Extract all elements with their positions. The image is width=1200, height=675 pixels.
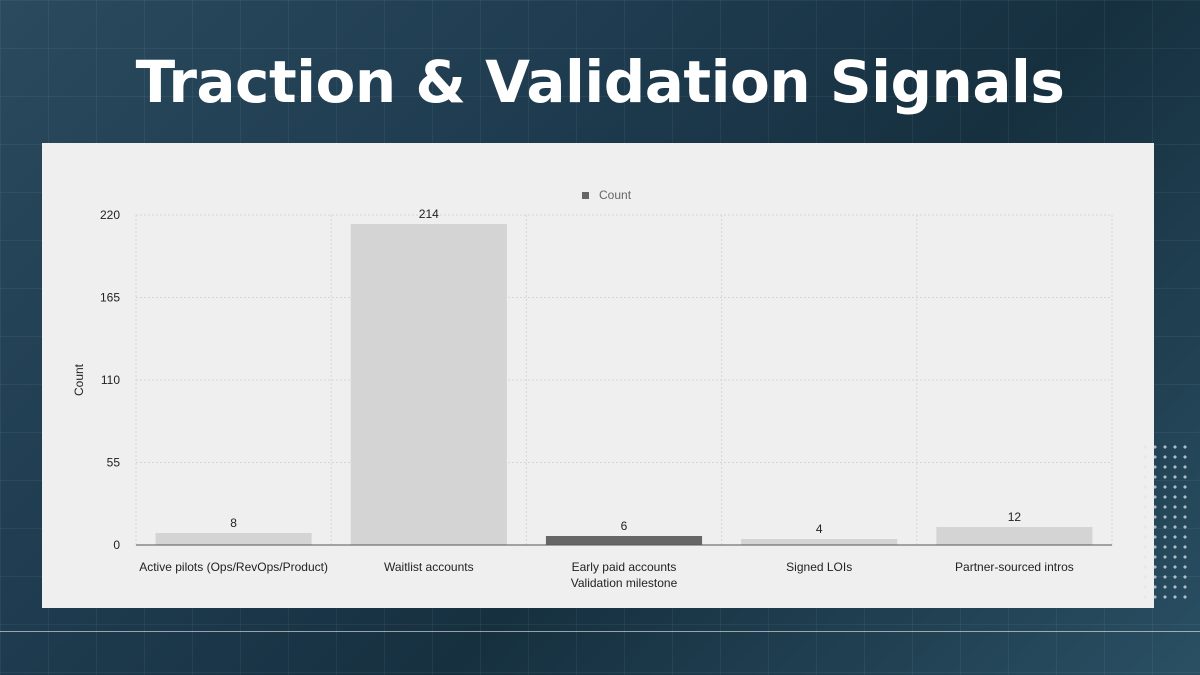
y-tick-label: 55	[107, 456, 121, 470]
y-tick-label: 0	[113, 538, 120, 552]
bar-value-label: 6	[621, 519, 628, 533]
x-tick-label: Signed LOIs	[786, 560, 852, 574]
x-tick-label: Early paid accounts	[572, 560, 677, 574]
bar	[741, 539, 898, 545]
bar-value-label: 8	[230, 516, 237, 530]
y-tick-label: 110	[101, 373, 120, 387]
y-tick-label: 220	[100, 208, 120, 222]
bars	[155, 224, 1093, 545]
slide-title: Traction & Validation Signals	[135, 48, 1065, 116]
legend-label: Count	[599, 188, 632, 202]
bar	[155, 533, 312, 545]
x-tick-label: Active pilots (Ops/RevOps/Product)	[139, 560, 328, 574]
bar-value-label: 12	[1008, 510, 1022, 524]
x-tick-label: Partner-sourced intros	[955, 560, 1074, 574]
decorative-dot-grid	[1140, 442, 1190, 602]
bar	[350, 224, 507, 545]
decorative-divider	[0, 631, 1200, 632]
bar-value-label: 214	[419, 207, 439, 221]
labels: 0 55 110 165 220 8 Active pilots (Ops/RevOps/P…	[72, 188, 1074, 590]
y-axis-title: Count	[72, 363, 86, 396]
chart-panel: 0 55 110 165 220 8 Active pilots (Ops/RevOps/P…	[42, 143, 1154, 608]
gridlines	[135, 214, 1113, 545]
bar	[936, 527, 1093, 545]
bar-value-label: 4	[816, 522, 823, 536]
x-axis-title: Validation milestone	[571, 576, 678, 590]
legend-swatch	[582, 192, 589, 199]
y-tick-label: 165	[100, 291, 120, 305]
x-tick-label: Waitlist accounts	[384, 560, 474, 574]
bar	[545, 536, 703, 545]
bar-chart: 0 55 110 165 220 8 Active pilots (Ops/RevOps/P…	[72, 188, 1113, 590]
